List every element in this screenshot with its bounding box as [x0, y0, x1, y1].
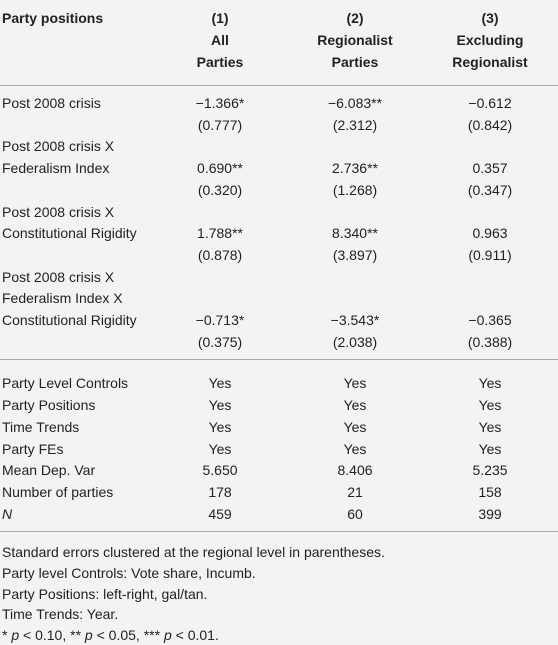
column-header: Regionalist: [452, 54, 528, 70]
coefficient: −1.366*: [195, 95, 245, 111]
stat-value: Yes: [478, 375, 502, 392]
stat-value: 8.406: [337, 462, 373, 479]
standard-error: (0.842): [467, 116, 513, 133]
coefficient: 1.788**: [197, 225, 243, 242]
coefficient: 0.963: [472, 225, 508, 242]
standard-error: (2.038): [332, 333, 378, 350]
standard-error: (0.375): [197, 333, 243, 350]
coefficient: −3.543*: [330, 312, 380, 328]
row-label: Constitutional Rigidity: [2, 312, 137, 328]
standard-error: (2.312): [332, 116, 378, 133]
row-label: Post 2008 crisis: [2, 95, 101, 111]
stat-label: Party FEs: [2, 440, 64, 457]
row-label: Post 2008 crisis X: [2, 268, 115, 285]
stat-value: Yes: [208, 440, 232, 457]
stat-value: 459: [208, 505, 232, 522]
row-label: Post 2008 crisis X: [2, 138, 115, 155]
row-label: Constitutional Rigidity: [2, 225, 137, 242]
stat-value: 60: [347, 505, 363, 522]
footnote: * p < 0.10, ** p < 0.05, *** p < 0.01.: [2, 626, 219, 643]
stat-value: 158: [478, 483, 502, 500]
stat-value: Yes: [478, 418, 502, 435]
row-label: Federalism Index X: [2, 290, 123, 307]
column-header: (2): [346, 10, 364, 26]
coefficient: 0.690**: [197, 160, 243, 177]
stat-label: N: [2, 505, 13, 522]
standard-error: (0.320): [197, 181, 243, 198]
standard-error: (0.911): [468, 246, 512, 263]
stat-value: Yes: [343, 375, 367, 392]
coefficient: 2.736**: [332, 160, 378, 177]
footnote: Standard errors clustered at the regiona…: [2, 544, 385, 561]
standard-error: (0.777): [197, 116, 243, 133]
column-header: Regionalist: [317, 32, 393, 48]
coefficient: −0.365: [468, 312, 512, 328]
coefficient: 8.340**: [332, 225, 378, 242]
coefficient: 0.357: [472, 160, 508, 177]
footer-rule: [0, 531, 558, 533]
column-header: (1): [211, 10, 229, 26]
stat-value: Yes: [343, 440, 367, 457]
stat-value: 21: [347, 483, 363, 500]
stat-value: Yes: [478, 397, 502, 414]
standard-error: (1.268): [332, 181, 378, 198]
coefficient: −6.083**: [327, 95, 383, 111]
stat-label: Party Level Controls: [2, 375, 129, 392]
section-rule: [0, 359, 558, 361]
standard-error: (0.878): [197, 246, 243, 263]
stat-label: Party Positions: [2, 397, 96, 414]
standard-error: (0.388): [467, 333, 513, 350]
coefficient: −0.612: [468, 95, 512, 111]
stat-value: Yes: [208, 375, 232, 392]
column-header: Parties: [196, 54, 244, 70]
stat-value: Yes: [478, 440, 502, 457]
stat-value: 399: [478, 505, 502, 522]
stat-label: Number of parties: [2, 483, 114, 500]
standard-error: (3.897): [332, 246, 378, 263]
stat-value: 5.235: [472, 462, 508, 479]
stat-value: 5.650: [202, 462, 238, 479]
row-label: Post 2008 crisis X: [2, 203, 115, 220]
footnote: Time Trends: Year.: [2, 606, 119, 623]
stat-label: Mean Dep. Var: [2, 462, 96, 479]
stub-header: Party positions: [2, 10, 104, 26]
stat-label: Time Trends: [2, 418, 80, 435]
footnote: Party level Controls: Vote share, Incumb…: [2, 564, 256, 581]
coefficient: −0.713*: [195, 312, 245, 328]
column-header: (3): [481, 10, 499, 26]
stat-value: Yes: [343, 397, 367, 414]
footnote: Party Positions: left-right, gal/tan.: [2, 585, 208, 602]
column-header: All: [211, 32, 229, 48]
header-rule: [0, 85, 558, 86]
row-label: Federalism Index: [2, 160, 110, 177]
standard-error: (0.347): [467, 181, 513, 198]
stat-value: Yes: [208, 418, 232, 435]
column-header: Parties: [331, 54, 379, 70]
stat-value: Yes: [343, 418, 367, 435]
column-header: Excluding: [456, 32, 524, 48]
stat-value: Yes: [208, 397, 232, 414]
stat-value: 178: [208, 483, 232, 500]
